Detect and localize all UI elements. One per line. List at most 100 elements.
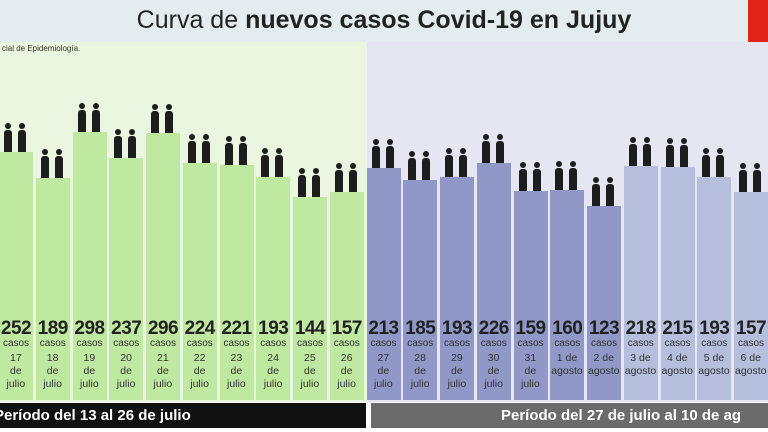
person: [666, 138, 673, 145]
person: [606, 184, 614, 207]
person: [224, 142, 233, 165]
category-label: 25 de julio: [300, 352, 320, 390]
person: [592, 184, 600, 207]
value-label: 224: [184, 318, 216, 339]
category-label: 20 de julio: [116, 352, 136, 390]
value-label: 226: [478, 318, 510, 339]
person: [239, 135, 246, 142]
bar: [587, 206, 621, 400]
person: [371, 146, 380, 169]
person: [628, 144, 637, 166]
value-unit: casos: [76, 338, 103, 349]
category-label: 29 de julio: [447, 352, 467, 390]
bar: [623, 166, 658, 400]
person: [703, 147, 710, 154]
category-label: 18 de julio: [43, 352, 62, 390]
person: [225, 135, 232, 142]
value-label: 123: [588, 318, 620, 339]
period-right: Período del 27 de julio al 10 de ag: [371, 403, 768, 428]
person: [629, 137, 636, 143]
category-label: 19 de julio: [80, 352, 99, 390]
person: [496, 133, 503, 140]
person: [555, 168, 564, 191]
person: [409, 150, 416, 157]
person: [166, 104, 172, 111]
person: [446, 147, 452, 154]
person: [482, 133, 489, 140]
category-label: 31 de julio: [521, 352, 540, 390]
person: [739, 169, 747, 192]
category-label: 22 de julio: [190, 352, 209, 390]
person: [423, 150, 430, 157]
value-unit: casos: [517, 338, 544, 349]
value-unit: casos: [186, 338, 213, 349]
bar: [476, 162, 511, 400]
person: [77, 110, 86, 133]
person: [593, 177, 599, 184]
bar: [219, 164, 254, 400]
person: [129, 128, 136, 135]
category-label: 26 de julio: [337, 352, 356, 390]
person: [518, 168, 527, 191]
category-label: 2 de agosto: [588, 352, 620, 377]
person: [114, 135, 123, 158]
value-label: 193: [699, 318, 730, 339]
person: [408, 157, 417, 180]
person: [754, 162, 760, 169]
person: [91, 110, 100, 133]
person: [386, 139, 393, 146]
value-unit: casos: [39, 338, 66, 349]
person: [187, 141, 196, 164]
bar: [440, 176, 474, 400]
value-label: 193: [258, 318, 289, 339]
category-label: 24 de julio: [263, 352, 283, 390]
category-label: 23 de julio: [227, 352, 246, 390]
value-unit: casos: [260, 338, 287, 349]
person: [481, 140, 490, 163]
person: [299, 168, 305, 175]
value-unit: casos: [407, 338, 434, 349]
person: [261, 154, 270, 177]
person: [740, 162, 746, 169]
person: [152, 104, 158, 111]
value-label: 189: [37, 318, 69, 339]
person: [54, 156, 63, 179]
person: [151, 111, 159, 134]
value-label: 298: [74, 318, 105, 339]
person: [495, 140, 504, 163]
value-label: 144: [294, 318, 326, 339]
person: [18, 129, 26, 152]
person: [716, 154, 725, 177]
category-label: 28 de julio: [410, 352, 430, 390]
bar: [35, 178, 70, 400]
value-unit: casos: [223, 338, 250, 349]
value-unit: casos: [554, 338, 581, 349]
value-label: 215: [662, 318, 693, 339]
bar: [697, 176, 732, 400]
value-label: 159: [515, 318, 546, 339]
person: [570, 161, 577, 168]
bar: [329, 191, 364, 400]
person: [334, 169, 343, 192]
value-label: 185: [405, 318, 436, 339]
bar: [109, 157, 144, 400]
person: [276, 147, 283, 154]
person: [188, 134, 195, 141]
person: [665, 145, 674, 168]
category-label: 27 de julio: [374, 352, 393, 390]
bar: [256, 176, 291, 400]
bar: [293, 197, 327, 400]
category-label: 1 de agosto: [551, 352, 583, 377]
person: [717, 147, 724, 154]
person: [556, 161, 563, 168]
person: [4, 129, 12, 152]
person: [460, 147, 466, 154]
bar: [403, 179, 438, 400]
bar: [734, 191, 768, 400]
bar: [72, 132, 107, 400]
value-unit: casos: [296, 338, 324, 349]
value-unit: casos: [737, 338, 765, 349]
value-unit: casos: [480, 338, 507, 349]
bar: [550, 190, 585, 400]
value-label: 221: [221, 318, 252, 339]
